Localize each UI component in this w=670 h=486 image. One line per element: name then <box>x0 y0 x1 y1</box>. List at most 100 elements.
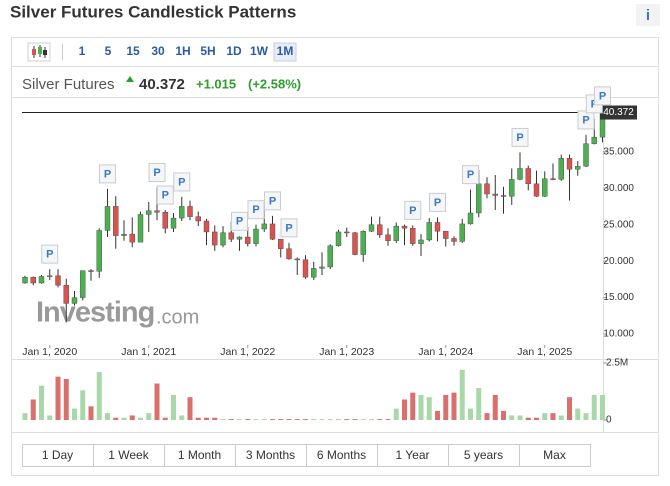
candle-body <box>575 166 581 170</box>
page-title: Silver Futures Candlestick Patterns <box>10 2 296 21</box>
candle-body <box>352 232 358 255</box>
volume-bar <box>517 415 523 420</box>
y-tick-label: 25.000 <box>603 219 634 230</box>
volume-bar <box>179 415 185 420</box>
candle-body <box>286 248 292 260</box>
pattern-marker[interactable] <box>429 192 446 212</box>
volume-bar <box>96 372 102 420</box>
volume-bar <box>22 413 28 420</box>
x-tick-label: Jan 1, 2022 <box>220 346 275 358</box>
pattern-marker-label[interactable]: P <box>409 205 416 217</box>
pattern-marker-label[interactable]: P <box>269 195 276 207</box>
candle-body <box>154 210 160 213</box>
pattern-marker-label[interactable]: P <box>252 204 259 216</box>
range-button[interactable] <box>519 444 591 467</box>
volume-bar <box>352 419 358 420</box>
volume-bar <box>459 369 465 420</box>
candle-body <box>377 224 383 236</box>
y-tick-label: 35.000 <box>603 146 634 157</box>
volume-bar <box>369 419 374 420</box>
candle-body <box>393 225 399 241</box>
volume-bar <box>534 417 539 420</box>
candle-body <box>451 238 457 242</box>
candle-body <box>566 158 573 170</box>
pattern-marker-label[interactable]: P <box>599 90 606 102</box>
pattern-marker-label[interactable]: P <box>153 167 160 179</box>
volume-bar <box>245 419 251 420</box>
pattern-marker[interactable] <box>594 86 611 106</box>
info-button-bg[interactable] <box>636 4 660 26</box>
range-button-label[interactable]: 1 Week <box>108 448 149 462</box>
x-tick-label: Jan 1, 2025 <box>517 346 572 358</box>
watermark: Investing <box>36 297 154 329</box>
widget-frame <box>11 37 659 476</box>
toolbar-button[interactable]: 5 <box>105 44 112 58</box>
candle-body <box>146 210 152 215</box>
pattern-marker[interactable] <box>148 162 166 182</box>
pattern-marker-label[interactable]: P <box>162 189 169 201</box>
range-button-label[interactable]: 1 Day <box>42 448 73 462</box>
pattern-marker[interactable] <box>173 172 191 192</box>
pattern-marker-label[interactable]: P <box>104 168 111 180</box>
volume-bar <box>525 417 531 420</box>
candle-body <box>203 220 210 233</box>
pattern-marker[interactable] <box>231 211 248 231</box>
volume-bar <box>88 406 94 420</box>
pattern-marker-label[interactable]: P <box>46 249 53 261</box>
candle-body <box>187 206 193 217</box>
range-button-label[interactable]: 5 years <box>464 448 503 462</box>
toolbar-button[interactable]: 5H <box>200 44 215 58</box>
toolbar-button[interactable]: 1M <box>277 44 294 58</box>
pattern-marker-label[interactable]: P <box>178 176 185 188</box>
pattern-marker[interactable] <box>404 200 422 220</box>
toolbar-active-bg[interactable] <box>273 42 297 62</box>
volume-bar <box>336 419 341 420</box>
pattern-marker-label[interactable]: P <box>434 197 441 209</box>
pattern-marker-label[interactable]: P <box>582 114 589 126</box>
y-tick-label: 20.000 <box>603 256 634 267</box>
pattern-marker[interactable] <box>462 165 479 185</box>
range-button-label[interactable]: 1 Year <box>395 448 429 462</box>
candle-body <box>434 222 441 232</box>
candle-body <box>63 284 69 304</box>
volume-bar <box>567 397 572 420</box>
pattern-marker[interactable] <box>156 185 174 205</box>
pattern-marker[interactable] <box>99 164 116 184</box>
volume-bar <box>237 419 242 420</box>
info-button[interactable]: i <box>646 7 650 24</box>
range-button-label[interactable]: 3 Months <box>246 448 295 462</box>
candle-body <box>22 276 28 284</box>
candle-body <box>550 178 556 180</box>
range-button-label[interactable]: 1 Month <box>178 448 221 462</box>
pattern-marker-label[interactable]: P <box>236 216 243 228</box>
pattern-marker[interactable] <box>41 244 59 264</box>
toolbar-button[interactable]: 30 <box>151 44 165 58</box>
volume-bar <box>319 419 325 420</box>
candle-body <box>401 225 408 229</box>
volume-bar <box>286 419 292 420</box>
candle-body <box>253 228 259 244</box>
x-tick-label: Jan 1, 2020 <box>22 346 77 358</box>
pattern-marker[interactable] <box>280 218 298 238</box>
up-arrow <box>126 76 134 82</box>
pattern-marker-label[interactable]: P <box>467 169 474 181</box>
pattern-marker-label[interactable]: P <box>516 132 523 144</box>
volume-bar <box>393 408 399 420</box>
toolbar-button[interactable]: 1 <box>79 44 86 58</box>
candle-body <box>278 239 284 249</box>
toolbar-button[interactable]: 1D <box>226 44 242 58</box>
range-button-label[interactable]: Max <box>543 448 566 462</box>
pattern-marker[interactable] <box>264 191 281 211</box>
candle-body <box>443 231 449 239</box>
candle-body <box>319 266 325 269</box>
last-price: 40.372 <box>139 76 185 93</box>
pattern-marker[interactable] <box>511 127 529 147</box>
candle-icon[interactable] <box>27 42 51 62</box>
range-button-label[interactable]: 6 Months <box>317 448 366 462</box>
volume-bar <box>261 419 267 420</box>
candle-body <box>71 297 78 304</box>
pattern-marker-label[interactable]: P <box>285 222 292 234</box>
toolbar-button[interactable]: 15 <box>126 44 140 58</box>
toolbar-button[interactable]: 1W <box>250 44 269 58</box>
toolbar-button[interactable]: 1H <box>175 44 190 58</box>
